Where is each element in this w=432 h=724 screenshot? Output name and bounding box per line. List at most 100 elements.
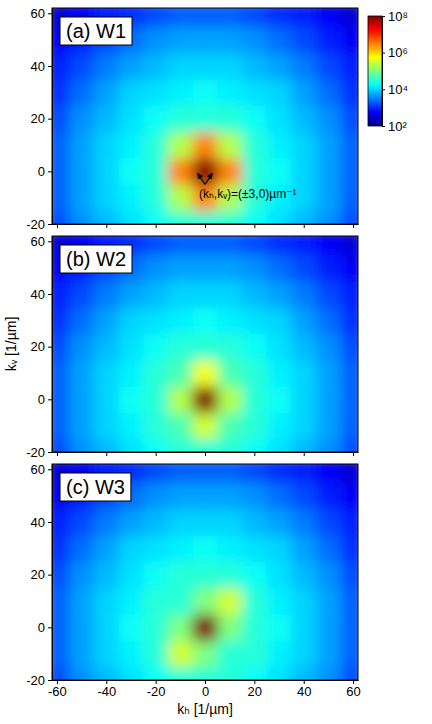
heatmap-cell (168, 105, 193, 132)
heatmap-cell (143, 386, 168, 413)
heatmap-cell (193, 614, 218, 641)
heatmap-cell (69, 333, 94, 360)
y-tick: 60 (31, 234, 52, 249)
colorbar-axis: 10²10⁴10⁶10⁸ (382, 9, 408, 134)
plot-frame (52, 236, 358, 452)
heatmap-cell (217, 236, 242, 255)
heatmap-cell (69, 614, 94, 641)
heatmap-cell (316, 509, 341, 536)
heatmap-cell (69, 509, 94, 536)
heatmap-cell (291, 588, 316, 615)
x-tick (156, 224, 157, 228)
heatmap-cell (291, 132, 316, 159)
heatmap-cell (291, 667, 316, 680)
heatmap-cell (193, 588, 218, 615)
heatmap-cell (217, 464, 242, 483)
heatmap-cell (341, 614, 358, 641)
y-tick-mark (48, 241, 52, 242)
colorbar-tick-mark (382, 126, 385, 127)
heatmap-cell (316, 439, 341, 452)
heatmap-cell (193, 412, 218, 439)
x-tick-mark (156, 452, 157, 456)
heatmap-cell (119, 158, 144, 185)
heatmap-cell (291, 561, 316, 588)
y-tick-mark (48, 680, 52, 681)
heatmap-cell (316, 26, 341, 53)
heatmap-cell (143, 464, 168, 483)
heatmap-cell (168, 482, 193, 509)
heatmap-cell (242, 386, 267, 413)
heatmap-cell (341, 667, 358, 680)
heatmap-cell (193, 640, 218, 667)
heatmap-cell (168, 360, 193, 387)
heatmap-cell (291, 158, 316, 185)
annotation-arrow (198, 173, 205, 184)
heatmap-cell (94, 158, 119, 185)
heatmap-cell (217, 561, 242, 588)
colorbar-tick: 10⁸ (382, 9, 408, 24)
heatmap-cell (143, 360, 168, 387)
y-tick-mark (48, 294, 52, 295)
heatmap-cell (217, 588, 242, 615)
colorbar-tick-label: 10⁸ (388, 9, 408, 24)
heatmap-cell (341, 8, 358, 27)
heatmap-cell (217, 667, 242, 680)
x-tick-label: 0 (202, 684, 209, 699)
heatmap-cell (267, 211, 292, 224)
heatmap-cell (52, 79, 70, 106)
heatmap-cell (291, 412, 316, 439)
heatmap-cell (143, 184, 168, 211)
heatmap-cell (143, 535, 168, 562)
heatmap-cell (193, 464, 218, 483)
heatmap-cell (291, 482, 316, 509)
heatmap-cell (267, 132, 292, 159)
heatmap-cell (143, 412, 168, 439)
heatmap-cell (119, 79, 144, 106)
heatmap-cell (168, 79, 193, 106)
heatmap-cell (168, 53, 193, 80)
heatmap-cell (69, 281, 94, 308)
heatmap-cell (168, 667, 193, 680)
heatmap-cell (94, 184, 119, 211)
heatmap-cell (94, 535, 119, 562)
heatmap-cell (193, 132, 218, 159)
heatmap-cell (193, 211, 218, 224)
y-tick-mark (48, 627, 52, 628)
heatmap-cell (52, 509, 70, 536)
heatmap-cell (267, 561, 292, 588)
x-tick (106, 452, 107, 456)
heatmap-cell (69, 667, 94, 680)
heatmap-cell (168, 26, 193, 53)
heatmap-cell (193, 281, 218, 308)
y-tick-mark (48, 575, 52, 576)
heatmap-cell (168, 535, 193, 562)
y-tick-label: -20 (26, 445, 45, 460)
heatmap-cell (316, 640, 341, 667)
y-tick-label: 60 (31, 462, 45, 477)
heatmap-cell (143, 254, 168, 281)
heatmap-cell (316, 158, 341, 185)
heatmap-cell (143, 614, 168, 641)
heatmap-cell (193, 386, 218, 413)
heatmap-cell (119, 439, 144, 452)
heatmap-cell (94, 561, 119, 588)
heatmap-cell (94, 211, 119, 224)
x-tick (353, 452, 354, 456)
x-tick (205, 224, 206, 228)
heatmap-cell (316, 535, 341, 562)
heatmap-cell (242, 53, 267, 80)
heatmap-cell (143, 588, 168, 615)
heatmap-cell (168, 254, 193, 281)
y-tick: 20 (31, 567, 52, 582)
x-tick (353, 224, 354, 228)
heatmap-cell (94, 53, 119, 80)
y-tick-mark (48, 347, 52, 348)
heatmap-cell (94, 588, 119, 615)
heatmap-cell (267, 333, 292, 360)
heatmap-cell (291, 509, 316, 536)
heatmap-cell (291, 307, 316, 334)
x-tick-mark (304, 452, 305, 456)
colorbar-tick: 10² (382, 119, 407, 134)
y-tick-mark (48, 119, 52, 120)
heatmap-cell (168, 386, 193, 413)
